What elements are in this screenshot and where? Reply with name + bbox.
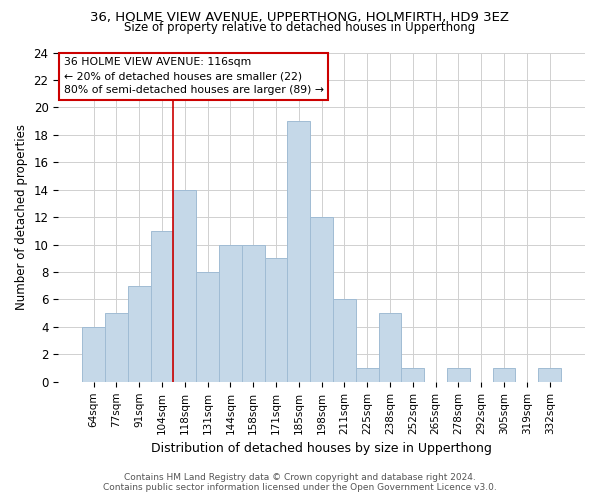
Text: 36, HOLME VIEW AVENUE, UPPERTHONG, HOLMFIRTH, HD9 3EZ: 36, HOLME VIEW AVENUE, UPPERTHONG, HOLMF…	[91, 12, 509, 24]
Bar	[379, 313, 401, 382]
Y-axis label: Number of detached properties: Number of detached properties	[15, 124, 28, 310]
Text: Size of property relative to detached houses in Upperthong: Size of property relative to detached ho…	[124, 22, 476, 35]
Bar	[333, 300, 356, 382]
Bar	[493, 368, 515, 382]
Bar	[105, 313, 128, 382]
Bar	[447, 368, 470, 382]
Bar	[310, 217, 333, 382]
Bar	[219, 244, 242, 382]
Bar	[151, 231, 173, 382]
Bar	[196, 272, 219, 382]
Text: 36 HOLME VIEW AVENUE: 116sqm
← 20% of detached houses are smaller (22)
80% of se: 36 HOLME VIEW AVENUE: 116sqm ← 20% of de…	[64, 58, 323, 96]
Bar	[287, 121, 310, 382]
Bar	[242, 244, 265, 382]
Bar	[538, 368, 561, 382]
Bar	[82, 327, 105, 382]
Bar	[401, 368, 424, 382]
Bar	[128, 286, 151, 382]
Bar	[173, 190, 196, 382]
X-axis label: Distribution of detached houses by size in Upperthong: Distribution of detached houses by size …	[151, 442, 492, 455]
Bar	[265, 258, 287, 382]
Bar	[356, 368, 379, 382]
Text: Contains HM Land Registry data © Crown copyright and database right 2024.
Contai: Contains HM Land Registry data © Crown c…	[103, 473, 497, 492]
